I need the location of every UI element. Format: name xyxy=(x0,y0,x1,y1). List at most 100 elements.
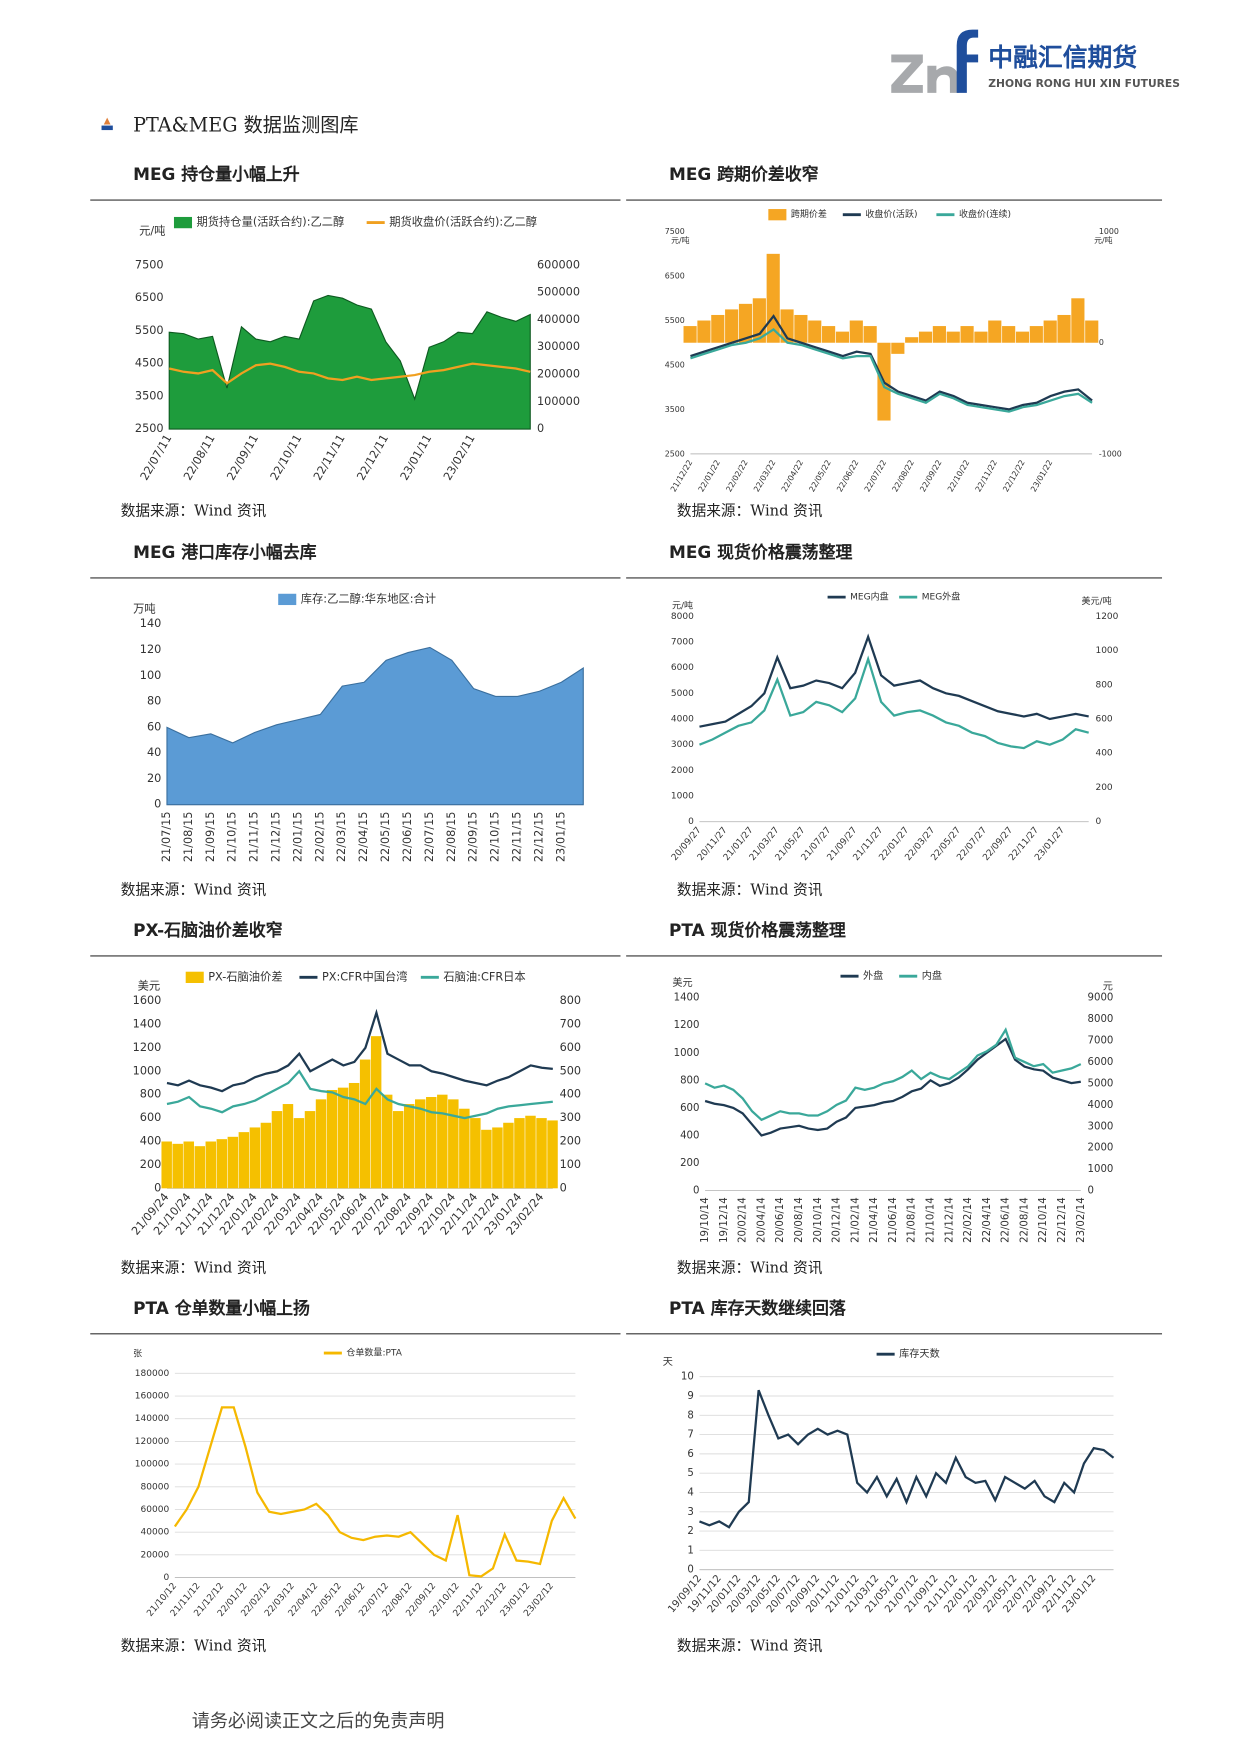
line xyxy=(166,1069,553,1120)
legend-label: 期货收盘价(活跃合约):乙二醇 xyxy=(389,215,537,229)
y-tick-label: 1200 xyxy=(674,1020,700,1031)
x-tick-label: 23/02/11 xyxy=(441,432,478,482)
y-tick-label: 0 xyxy=(154,798,161,811)
area xyxy=(166,646,584,806)
x-tick-label: 23/01/11 xyxy=(398,432,435,482)
bar xyxy=(946,331,960,343)
y2-tick-label: 0 xyxy=(1099,338,1104,347)
y-tick-label: 3500 xyxy=(135,389,164,402)
x-tick-label: 20/12/14 xyxy=(832,1197,843,1243)
x-tick-label: 22/05/22 xyxy=(807,458,832,493)
y-axis-unit: 美元 xyxy=(138,979,161,992)
x-tick-label: 22/10/11 xyxy=(268,432,305,482)
x-tick-label: 22/10/15 xyxy=(489,812,502,863)
bar xyxy=(315,1099,327,1189)
x-tick-label: 22/02/14 xyxy=(963,1197,974,1243)
y-tick-label: 40 xyxy=(147,746,161,759)
y-tick-label: 160000 xyxy=(135,1392,170,1402)
x-tick-label: 21/08/15 xyxy=(182,812,195,863)
y-tick-label: 180000 xyxy=(135,1369,170,1379)
y2-tick-label: 800 xyxy=(1095,680,1112,690)
y-tick-label: 7 xyxy=(687,1430,693,1441)
legend-swatch xyxy=(173,216,193,229)
y-tick-label: 400 xyxy=(140,1134,162,1147)
y-tick-label: 800 xyxy=(680,1075,699,1086)
x-tick-label: 22/12/15 xyxy=(532,812,545,863)
x-tick-label: 22/07/22 xyxy=(863,458,888,493)
bar xyxy=(503,1122,514,1189)
x-tick-label: 22/12/14 xyxy=(1057,1197,1068,1243)
bar xyxy=(918,331,933,343)
line xyxy=(173,1406,577,1578)
y2-tick-label: 0 xyxy=(1095,817,1101,827)
x-tick-label: 23/02/14 xyxy=(1076,1197,1087,1243)
company-name: 中融汇信期货 xyxy=(988,43,1137,72)
y2-tick-label: 200 xyxy=(560,1134,582,1147)
y-tick-label: 7500 xyxy=(135,258,164,271)
bar xyxy=(415,1099,426,1189)
bar xyxy=(683,326,697,343)
x-tick-label: 21/02/14 xyxy=(850,1197,861,1243)
x-tick-label: 22/04/22 xyxy=(780,458,805,493)
x-tick-label: 20/10/14 xyxy=(813,1197,824,1243)
line xyxy=(704,1037,1081,1137)
bar xyxy=(835,331,850,343)
line xyxy=(699,655,1089,750)
y-tick-label: 6500 xyxy=(135,291,164,304)
bar xyxy=(960,326,974,343)
bar xyxy=(808,320,822,343)
y-tick-label: 120000 xyxy=(135,1437,170,1447)
y2-tick-label: 4000 xyxy=(1088,1100,1114,1111)
footer-disclaimer: 请务必阅读正文之后的免责声明 xyxy=(192,1711,445,1732)
bar xyxy=(525,1115,536,1189)
bar xyxy=(448,1099,459,1189)
y-tick-label: 4500 xyxy=(135,357,164,370)
bar xyxy=(227,1136,239,1189)
y-tick-label: 20 xyxy=(147,772,161,785)
y-tick-label: 2000 xyxy=(671,766,694,776)
company-name-en: ZHONG RONG HUI XIN FUTURES xyxy=(988,77,1180,90)
bar xyxy=(697,320,711,343)
y2-tick-label: 0 xyxy=(1088,1186,1094,1197)
x-tick-label: 21/04/14 xyxy=(869,1197,880,1243)
bar xyxy=(1043,320,1057,343)
line xyxy=(166,1008,553,1093)
y2-tick-label: 500 xyxy=(560,1064,582,1077)
bar xyxy=(988,320,1002,343)
y-tick-label: 200 xyxy=(680,1158,699,1169)
y-tick-label: 1400 xyxy=(674,993,700,1004)
legend-label: 收盘价(活跃) xyxy=(865,208,917,220)
x-tick-label: 22/11/11 xyxy=(311,432,348,482)
bar xyxy=(437,1094,448,1189)
y2-tick-label: 100000 xyxy=(537,395,580,408)
y-tick-label: 400 xyxy=(680,1130,699,1141)
y2-tick-label: 500000 xyxy=(537,286,580,299)
y-tick-label: 60000 xyxy=(141,1505,170,1515)
bar xyxy=(326,1089,338,1189)
y-tick-label: 6000 xyxy=(671,663,694,673)
bar xyxy=(194,1146,206,1189)
y-tick-label: 8 xyxy=(687,1410,693,1421)
bar xyxy=(426,1097,437,1189)
x-tick-label: 22/12/11 xyxy=(354,432,391,482)
y-tick-label: 1200 xyxy=(133,1041,162,1054)
bar xyxy=(794,314,808,343)
bar xyxy=(492,1127,503,1189)
bar xyxy=(260,1122,272,1189)
y-tick-label: 0 xyxy=(693,1186,699,1197)
x-tick-label: 22/10/22 xyxy=(946,458,971,493)
x-tick-label: 21/12/14 xyxy=(944,1197,955,1243)
x-tick-label: 20/04/14 xyxy=(756,1197,767,1243)
y-tick-label: 600 xyxy=(680,1103,699,1114)
x-tick-label: 20/02/14 xyxy=(738,1197,749,1243)
x-tick-label: 22/03/15 xyxy=(335,812,348,863)
legend-label: PX:CFR中国台湾 xyxy=(322,969,408,983)
x-tick-label: 22/04/15 xyxy=(357,812,370,863)
y2-tick-label: 2000 xyxy=(1088,1143,1114,1154)
bar xyxy=(1015,331,1030,343)
y2-tick-label: 200 xyxy=(1095,783,1112,793)
bar xyxy=(932,326,946,343)
